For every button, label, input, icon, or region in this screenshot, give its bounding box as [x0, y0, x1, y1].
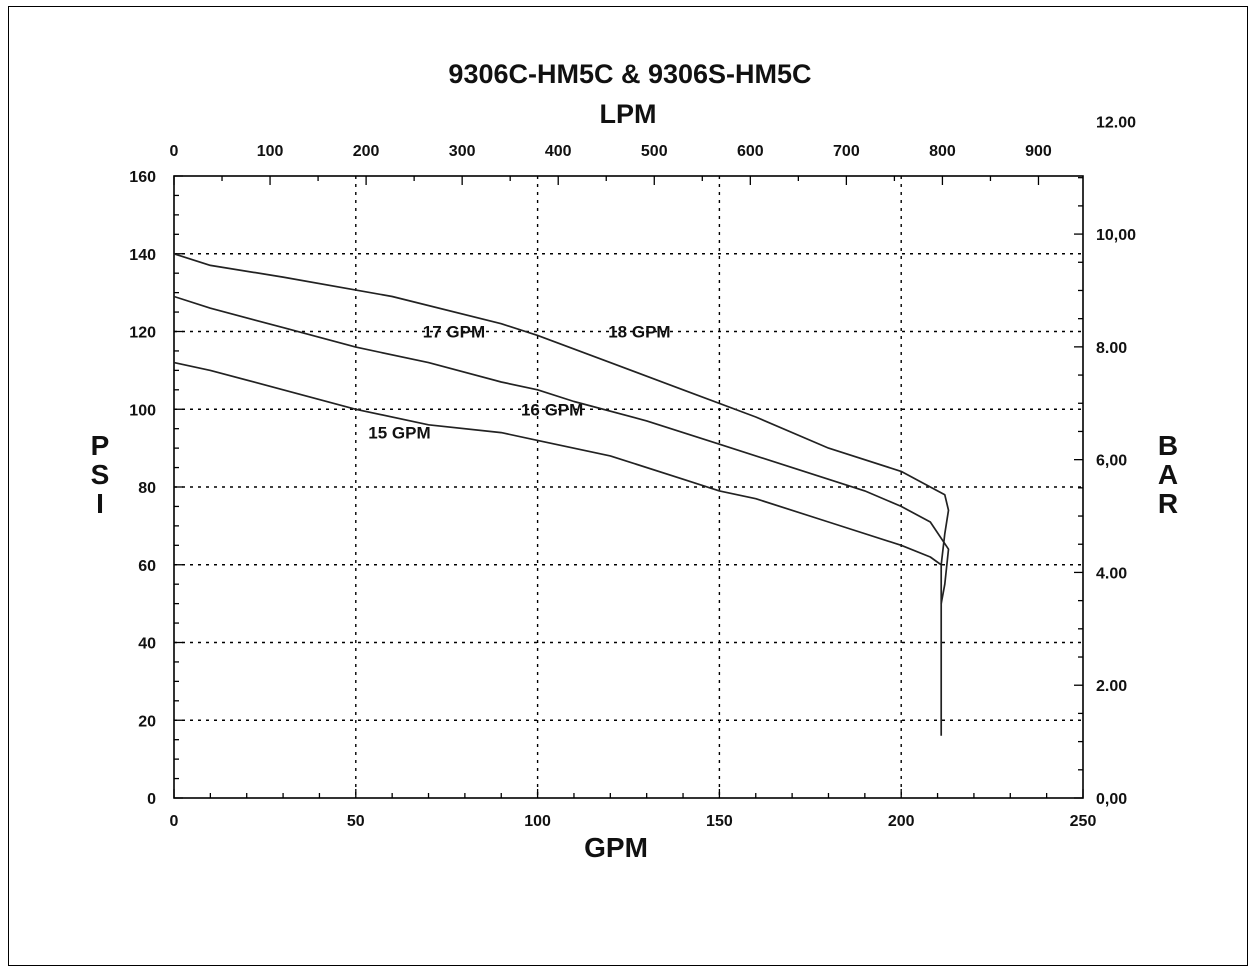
- y2-tick-label: 4.00: [1096, 565, 1127, 582]
- x2-tick-label: 500: [641, 143, 668, 160]
- x-tick-label: 150: [706, 813, 733, 830]
- x-tick-label: 100: [524, 813, 551, 830]
- chart-title: 9306C-HM5C & 9306S-HM5C: [448, 59, 811, 89]
- right-axis-label-char: A: [1158, 459, 1178, 490]
- curve-label: 16 GPM: [521, 400, 583, 419]
- series-lines: [173, 252, 950, 736]
- y-tick-label: 120: [129, 325, 156, 342]
- y-tick-label: 60: [138, 558, 156, 575]
- curve-label: 15 GPM: [368, 424, 430, 443]
- x-axis-label: GPM: [584, 832, 648, 863]
- x2-tick-label: 100: [257, 143, 284, 160]
- x2-tick-label: 0: [170, 143, 179, 160]
- y-axis-label-char: P: [91, 430, 110, 461]
- pump-performance-chart: 9306C-HM5C & 9306S-HM5C LPM GPM PSI BAR …: [91, 59, 1178, 863]
- x2-tick-label: 800: [929, 143, 956, 160]
- y-tick-label: 40: [138, 636, 156, 653]
- tick-marks: [173, 175, 1084, 799]
- y2-tick-label: 12.00: [1096, 114, 1136, 131]
- x2-tick-label: 200: [353, 143, 380, 160]
- y-axis-label: PSI: [91, 430, 110, 519]
- y2-tick-label: 10,00: [1096, 227, 1136, 244]
- y2-tick-label: 0,00: [1096, 791, 1127, 808]
- tick-labels: 0 50 100 150 200 250 0 20 40 60 80 100 120 140 160 0 100…: [129, 114, 1136, 830]
- y2-tick-label: 6,00: [1096, 453, 1127, 470]
- x2-tick-label: 300: [449, 143, 476, 160]
- x-tick-label: 200: [888, 813, 915, 830]
- x2-tick-label: 600: [737, 143, 764, 160]
- y-tick-label: 100: [129, 402, 156, 419]
- right-axis-label-char: B: [1158, 430, 1178, 461]
- y-tick-label: 140: [129, 247, 156, 264]
- curve-labels: 17 GPM 18 GPM 16 GPM 15 GPM: [368, 323, 670, 443]
- x-tick-label: 50: [347, 813, 365, 830]
- x-tick-label: 250: [1070, 813, 1097, 830]
- y-tick-label: 160: [129, 169, 156, 186]
- right-axis-label: BAR: [1158, 430, 1178, 519]
- x2-tick-label: 900: [1025, 143, 1052, 160]
- y-axis-label-char: I: [96, 488, 104, 519]
- y-tick-label: 20: [138, 713, 156, 730]
- y2-tick-label: 2.00: [1096, 678, 1127, 695]
- y-tick-label: 80: [138, 480, 156, 497]
- x2-tick-label: 700: [833, 143, 860, 160]
- curve-label: 18 GPM: [608, 323, 670, 342]
- y2-tick-label: 8.00: [1096, 340, 1127, 357]
- grid: [174, 176, 1083, 798]
- series-line: [173, 295, 950, 604]
- series-line: [173, 252, 950, 565]
- right-axis-label-char: R: [1158, 488, 1178, 519]
- y-axis-label-char: S: [91, 459, 110, 490]
- x2-tick-label: 400: [545, 143, 572, 160]
- series-line: [173, 361, 943, 736]
- curve-label: 17 GPM: [423, 323, 485, 342]
- y-tick-label: 0: [147, 791, 156, 808]
- top-axis-label: LPM: [600, 99, 657, 129]
- x-tick-label: 0: [170, 813, 179, 830]
